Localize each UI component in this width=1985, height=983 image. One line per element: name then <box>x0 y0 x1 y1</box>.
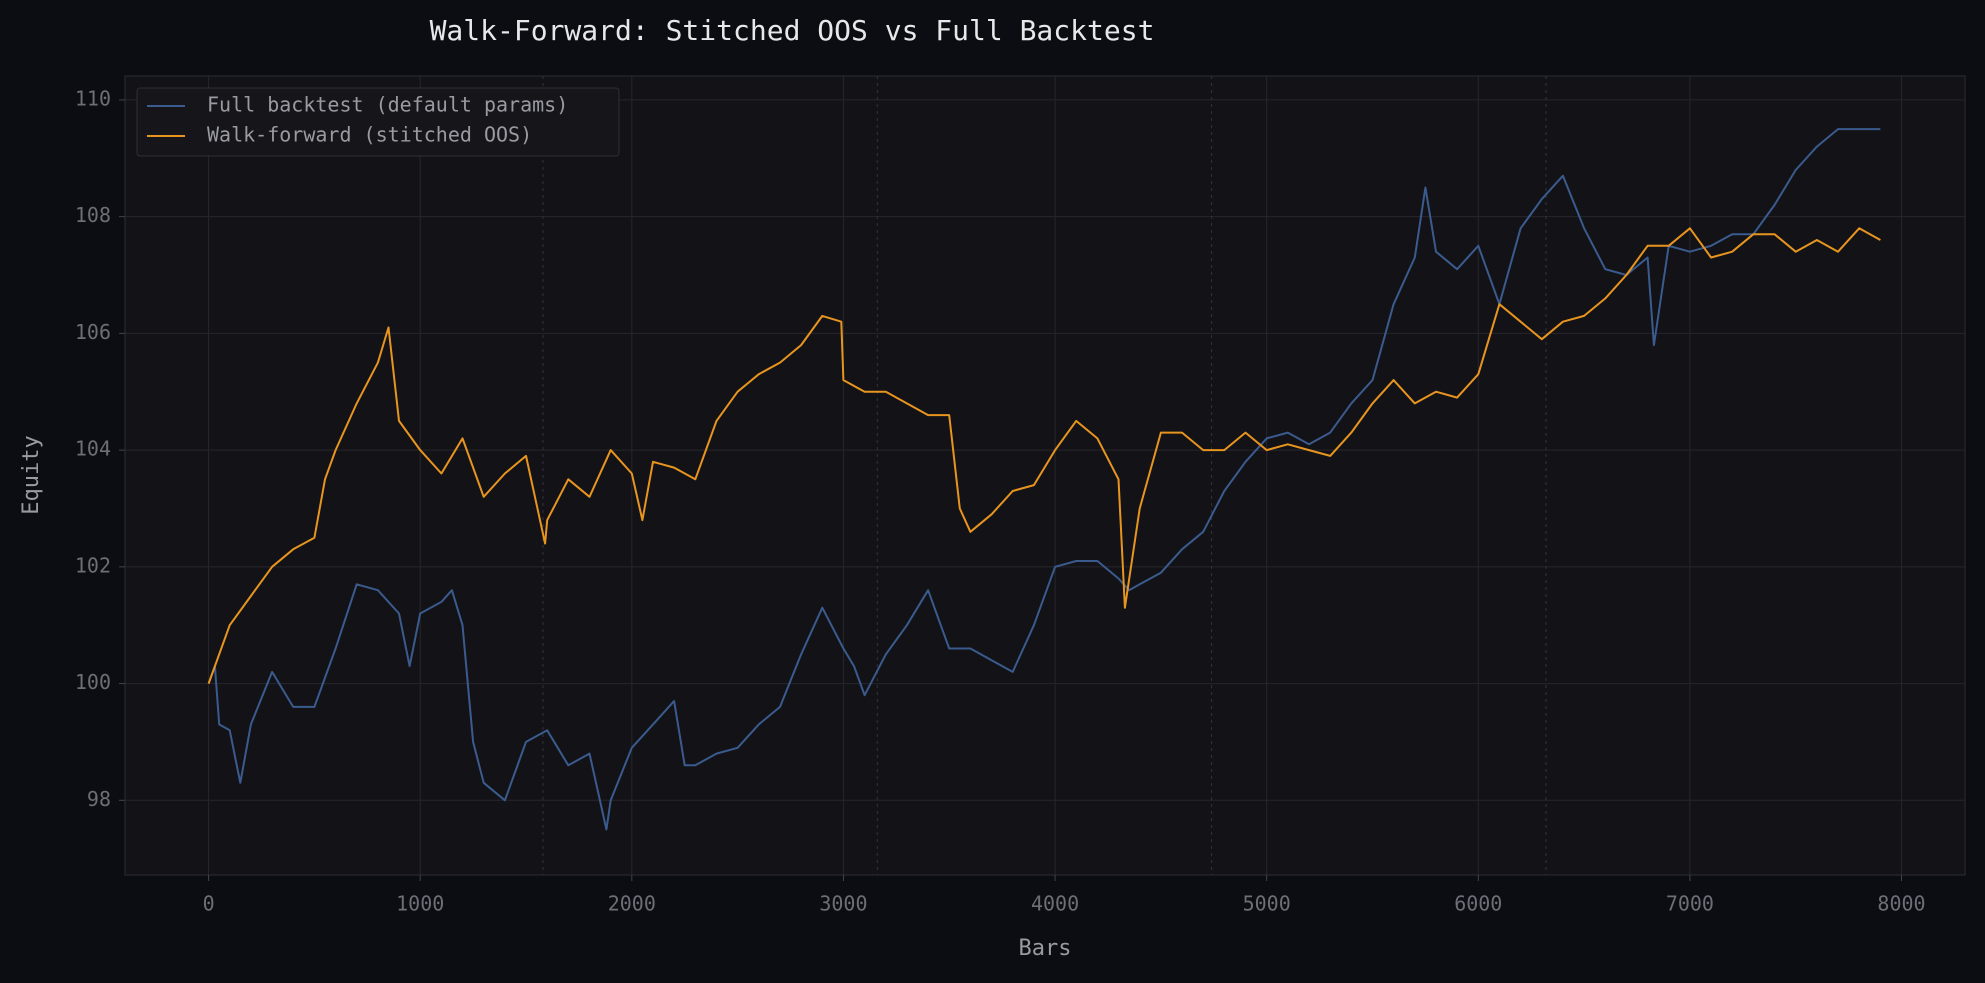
legend-label: Walk-forward (stitched OOS) <box>207 123 532 147</box>
x-tick-label: 6000 <box>1454 892 1502 916</box>
y-tick-label: 100 <box>75 670 111 694</box>
y-tick-label: 106 <box>75 320 111 344</box>
legend-box <box>136 87 620 157</box>
x-axis-label: Bars <box>1019 936 1072 961</box>
y-tick-label: 110 <box>75 86 111 110</box>
x-tick-label: 4000 <box>1031 892 1079 916</box>
x-tick-label: 7000 <box>1666 892 1714 916</box>
y-tick-label: 98 <box>87 787 111 811</box>
x-tick-label: 5000 <box>1243 892 1291 916</box>
chart-title: Walk-Forward: Stitched OOS vs Full Backt… <box>430 14 1155 47</box>
series-line <box>207 227 1881 684</box>
x-tick-label: 1000 <box>396 892 444 916</box>
x-tick-label: 0 <box>203 892 215 916</box>
y-tick-label: 104 <box>75 437 111 461</box>
y-tick-label: 102 <box>75 553 111 577</box>
x-tick-label: 3000 <box>819 892 867 916</box>
y-tick-label: 108 <box>75 203 111 227</box>
series-line <box>207 128 1881 831</box>
y-axis-label: Equity <box>19 435 44 514</box>
legend-label: Full backtest (default params) <box>207 93 568 117</box>
x-tick-label: 8000 <box>1877 892 1925 916</box>
plot-area <box>124 75 1966 876</box>
x-tick-label: 2000 <box>608 892 656 916</box>
